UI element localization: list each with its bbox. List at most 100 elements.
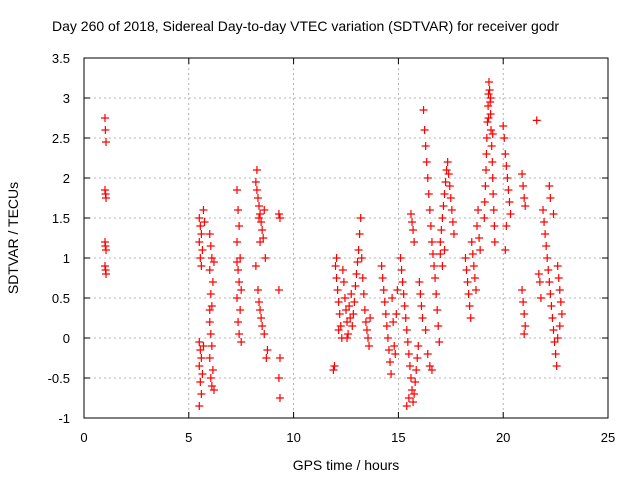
data-point [408,386,417,394]
plot-frame [83,57,609,419]
data-point [484,114,493,122]
data-point [100,186,109,194]
data-point [414,342,423,350]
data-point [438,214,447,222]
data-point [433,306,442,314]
data-point [436,238,445,246]
data-point [464,290,473,298]
data-point [263,346,272,354]
data-point [262,354,271,362]
data-point [480,214,489,222]
data-points [100,78,566,410]
data-point [557,310,566,318]
data-point [275,394,284,402]
data-point [378,274,387,282]
data-point [102,194,111,202]
data-point [416,290,425,298]
data-point [404,350,413,358]
data-point [545,182,554,190]
data-point [489,206,498,214]
data-point [389,318,398,326]
data-point [475,234,484,242]
data-point [520,330,529,338]
x-tick-label: 25 [601,430,615,445]
data-point [417,302,426,310]
data-point [410,238,419,246]
data-point [490,222,499,230]
data-point [554,274,563,282]
data-point [397,266,406,274]
y-tick-label: 0 [63,331,70,346]
data-point [521,202,530,210]
data-point [519,298,528,306]
data-point [421,326,430,334]
data-point [258,322,267,330]
data-point [488,174,497,182]
data-point [383,334,392,342]
data-point [256,210,265,218]
data-point [340,294,349,302]
data-point [102,138,111,146]
data-point [409,398,418,406]
data-point [520,194,529,202]
data-point [390,342,399,350]
data-point [500,134,509,142]
data-point [275,214,284,222]
data-point [488,130,497,138]
data-point [234,206,243,214]
data-point [379,286,388,294]
data-point [551,350,560,358]
data-point [547,302,556,310]
tick-labels: 0 5 10 15 20 25 -1 -0.5 0 0.5 1 1.5 2 2.5 3 3.5 [48,51,616,445]
data-point [381,310,390,318]
data-point [467,238,476,246]
data-point [331,262,340,270]
data-point [519,182,528,190]
data-point [415,278,424,286]
data-point [351,282,360,290]
data-point [503,174,512,182]
data-point [556,298,565,306]
data-point [233,186,242,194]
data-point [486,94,495,102]
data-point [205,306,214,314]
data-point [382,322,391,330]
data-point [434,322,443,330]
data-point [377,262,386,270]
data-point [102,246,111,254]
data-point [399,290,408,298]
data-point [251,178,260,186]
data-point [405,362,414,370]
data-point [196,378,205,386]
data-point [362,326,371,334]
data-point [427,366,436,374]
data-point [544,266,553,274]
data-point [335,310,344,318]
data-point [482,150,491,158]
data-point [386,358,395,366]
data-point [253,286,262,294]
data-point [198,370,207,378]
data-point [401,314,410,322]
data-point [408,218,417,226]
data-point [334,326,343,334]
data-point [195,402,204,410]
data-point [549,210,558,218]
data-point [357,254,366,262]
y-tick-label: 3.5 [52,51,70,66]
data-point [489,190,498,198]
data-point [436,250,445,258]
data-point [207,302,216,310]
data-point [410,390,419,398]
data-point [424,190,433,198]
data-point [348,322,357,330]
data-point [206,374,215,382]
data-point [482,166,491,174]
data-point [334,298,343,306]
data-point [274,374,283,382]
data-point [431,274,440,282]
data-point [470,274,479,282]
y-tick-label: 1.5 [52,211,70,226]
data-point [196,222,205,230]
data-point [345,302,354,310]
